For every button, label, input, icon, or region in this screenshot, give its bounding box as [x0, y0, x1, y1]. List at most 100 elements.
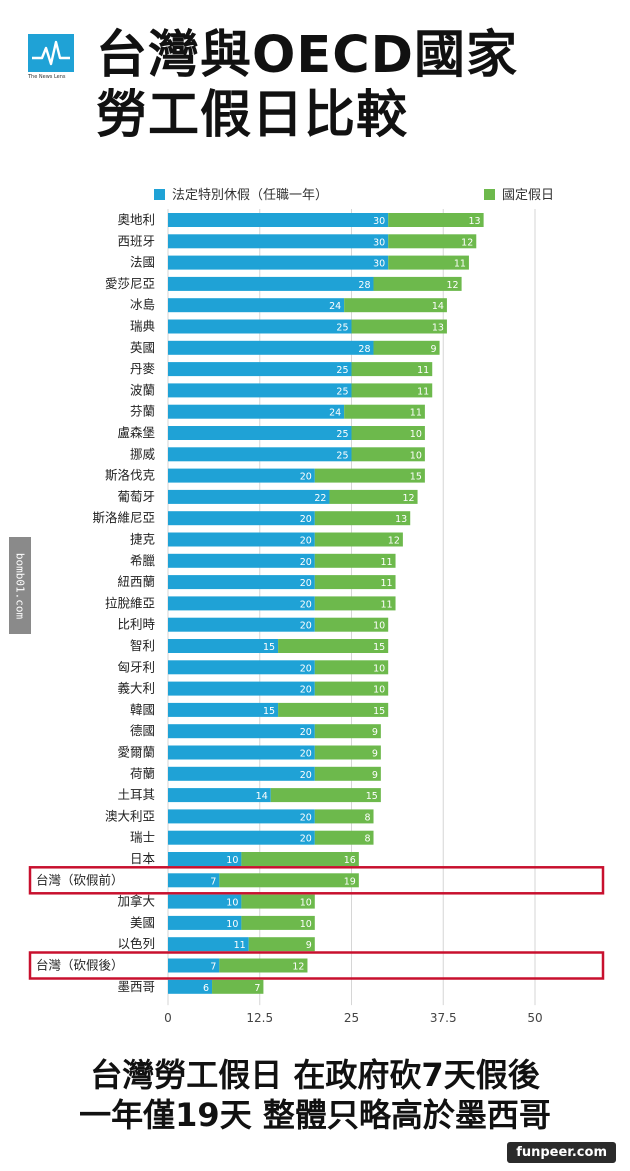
bar-statutory	[168, 532, 315, 547]
bar-statutory	[168, 234, 389, 249]
bar-statutory	[168, 468, 315, 483]
bar-statutory	[168, 788, 271, 803]
data-label-statutory: 24	[329, 408, 341, 419]
caption-line-2: 一年僅19天 整體只略高於墨西哥	[79, 1096, 551, 1134]
category-label: 西班牙	[117, 233, 155, 248]
data-label-statutory: 20	[300, 557, 312, 568]
category-label: 以色列	[117, 936, 155, 951]
bar-statutory	[168, 873, 220, 888]
bar-statutory	[168, 319, 352, 334]
data-label-holidays: 12	[292, 962, 304, 973]
data-label-holidays: 10	[410, 450, 422, 461]
bar-statutory	[168, 639, 279, 653]
bar-statutory	[168, 447, 352, 462]
category-label: 奧地利	[117, 212, 155, 227]
category-label: 荷蘭	[130, 766, 155, 781]
category-label: 英國	[130, 340, 155, 355]
bar-holidays	[314, 809, 374, 824]
data-label-holidays: 11	[454, 259, 466, 270]
highlight-box	[28, 866, 605, 895]
category-label: 土耳其	[117, 787, 155, 802]
bar-holidays	[314, 468, 425, 483]
bar-statutory	[168, 617, 315, 632]
bar-holidays	[278, 639, 389, 653]
bar-statutory	[168, 553, 315, 568]
data-label-holidays: 9	[306, 940, 312, 951]
bar-holidays	[314, 511, 411, 526]
bar-holidays	[388, 213, 484, 227]
caption: 台灣勞工假日 在政府砍7天假後 一年僅19天 整體只略高於墨西哥	[0, 1055, 630, 1135]
bar-holidays	[278, 702, 389, 717]
bar-statutory	[168, 852, 242, 866]
data-label-holidays: 15	[373, 642, 385, 653]
data-label-holidays: 11	[410, 408, 422, 419]
category-label: 紐西蘭	[117, 574, 155, 589]
data-label-holidays: 12	[402, 493, 414, 504]
caption-line-1: 台灣勞工假日 在政府砍7天假後	[90, 1056, 540, 1094]
pulse-icon	[28, 34, 74, 72]
bar-holidays	[314, 660, 389, 675]
bar-statutory	[168, 298, 345, 313]
data-label-holidays: 11	[380, 578, 392, 589]
data-label-statutory: 20	[300, 770, 312, 781]
bar-statutory	[168, 383, 352, 398]
bar-statutory	[168, 404, 345, 419]
bar-holidays	[373, 340, 440, 355]
legend-swatch-statutory	[154, 189, 165, 200]
data-label-statutory: 20	[300, 685, 312, 696]
logo-text: The News Lens	[28, 74, 66, 80]
bar-holidays	[373, 276, 462, 291]
data-label-holidays: 11	[417, 365, 429, 376]
bar-holidays	[314, 553, 396, 568]
bar-statutory	[168, 213, 389, 227]
category-label: 波蘭	[130, 382, 155, 397]
data-label-holidays: 9	[372, 749, 378, 760]
data-label-holidays: 12	[447, 280, 459, 291]
bar-statutory	[168, 937, 249, 952]
category-label: 義大利	[117, 681, 155, 696]
title-line-2: 勞工假日比較	[96, 86, 409, 145]
bar-statutory	[168, 489, 330, 504]
bar-statutory	[168, 511, 315, 526]
data-label-holidays: 10	[373, 663, 385, 674]
data-label-holidays: 11	[380, 557, 392, 568]
bar-holidays	[241, 894, 315, 909]
data-label-holidays: 16	[344, 855, 356, 866]
data-label-holidays: 9	[431, 344, 437, 355]
data-label-holidays: 10	[300, 919, 312, 930]
bar-holidays	[314, 575, 396, 590]
bar-holidays	[219, 873, 359, 888]
data-label-holidays: 12	[388, 536, 400, 547]
category-label: 斯洛維尼亞	[92, 510, 155, 525]
x-tick-label: 50	[527, 1011, 542, 1025]
bar-holidays	[388, 234, 477, 249]
category-label: 法國	[130, 255, 155, 270]
bar-holidays	[351, 362, 433, 377]
data-label-statutory: 10	[226, 898, 238, 909]
category-label: 愛莎尼亞	[105, 276, 155, 291]
data-label-statutory: 20	[300, 812, 312, 823]
data-label-statutory: 28	[358, 280, 370, 291]
data-label-holidays: 15	[366, 791, 378, 802]
category-label: 澳大利亞	[105, 808, 155, 823]
data-label-holidays: 8	[364, 834, 370, 845]
category-label: 台灣（砍假後）	[36, 958, 124, 973]
x-tick-label: 12.5	[246, 1011, 273, 1025]
data-label-statutory: 25	[336, 365, 348, 376]
data-label-holidays: 10	[373, 621, 385, 632]
data-label-statutory: 7	[210, 876, 216, 887]
data-label-statutory: 15	[263, 642, 275, 653]
category-label: 愛爾蘭	[117, 745, 155, 760]
data-label-holidays: 12	[461, 237, 473, 248]
bar-holidays	[241, 852, 359, 866]
category-label: 挪威	[130, 446, 156, 461]
category-label: 智利	[130, 638, 155, 653]
data-label-statutory: 20	[300, 749, 312, 760]
data-label-statutory: 20	[300, 514, 312, 525]
bar-holidays	[248, 937, 315, 952]
bar-holidays	[219, 958, 308, 973]
bar-statutory	[168, 809, 315, 824]
data-label-statutory: 15	[263, 706, 275, 717]
bar-statutory	[168, 276, 374, 291]
